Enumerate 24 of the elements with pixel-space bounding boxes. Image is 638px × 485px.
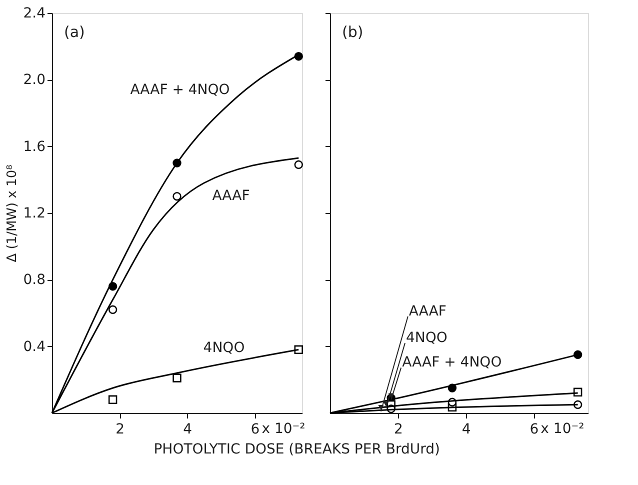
annotation: AAAF + 4NQO	[130, 82, 230, 98]
x-tick-label: 2	[116, 422, 125, 438]
annotation: 4NQO	[406, 330, 448, 346]
y-axis-title: Δ (1/MW) x 10⁸	[5, 164, 20, 262]
y-tick-label: 0.4	[23, 338, 46, 355]
annotation: AAAF	[408, 303, 446, 320]
y-tick-label: 2.0	[23, 72, 46, 88]
y-tick-label: 2.4	[23, 6, 46, 22]
annotation: (b)	[342, 23, 364, 41]
annotation: (a)	[64, 23, 85, 41]
x-tick-label: 4	[183, 422, 192, 438]
x-tick-label: 6	[250, 422, 260, 438]
y-tick-label: 1.6	[23, 138, 46, 155]
x-tick-label: 6	[530, 422, 539, 438]
y-tick-label: 0.8	[23, 272, 46, 288]
annotation: AAAF + 4NQO	[402, 354, 502, 371]
text: x 10⁻²	[540, 421, 584, 437]
annotation: AAAF	[212, 188, 250, 204]
text: x 10⁻²	[262, 421, 306, 437]
x-tick-label: 2	[394, 422, 403, 438]
annotation: 4NQO	[203, 340, 245, 356]
x-axis-title: PHOTOLYTIC DOSE (BREAKS PER BrdUrd)	[154, 442, 440, 458]
y-tick-label: 1.2	[23, 206, 46, 222]
x-tick-label: 4	[462, 422, 471, 438]
